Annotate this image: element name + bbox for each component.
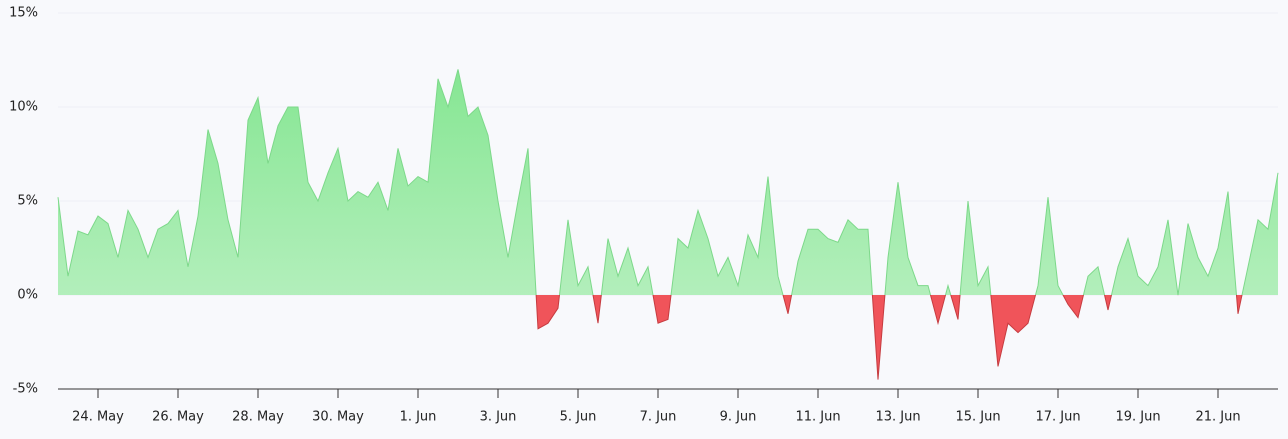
x-tick-label: 17. Jun: [1035, 410, 1080, 425]
x-tick-label: 3. Jun: [480, 410, 517, 425]
x-tick-label: 15. Jun: [955, 410, 1000, 425]
x-tick-label: 28. May: [232, 410, 284, 425]
x-tick-label: 26. May: [152, 410, 204, 425]
x-tick-label: 13. Jun: [875, 410, 920, 425]
x-tick-label: 19. Jun: [1115, 410, 1160, 425]
x-tick-label: 11. Jun: [795, 410, 840, 425]
negative-line: [535, 295, 1243, 380]
x-tick-label: 1. Jun: [400, 410, 437, 425]
x-tick-label: 30. May: [312, 410, 364, 425]
negative-area: [58, 295, 1278, 380]
y-tick-label: 10%: [9, 100, 38, 115]
x-tick-label: 9. Jun: [720, 410, 757, 425]
x-tick-label: 5. Jun: [560, 410, 597, 425]
y-tick-label: 0%: [17, 288, 38, 303]
x-tick-label: 24. May: [72, 410, 124, 425]
y-tick-label: 15%: [9, 6, 38, 21]
y-tick-label: -5%: [13, 382, 38, 397]
x-tick-label: 7. Jun: [640, 410, 677, 425]
y-tick-label: 5%: [17, 194, 38, 209]
positive-area: [58, 69, 1278, 295]
positive-line: [57, 69, 1279, 295]
x-tick-label: 21. Jun: [1195, 410, 1240, 425]
